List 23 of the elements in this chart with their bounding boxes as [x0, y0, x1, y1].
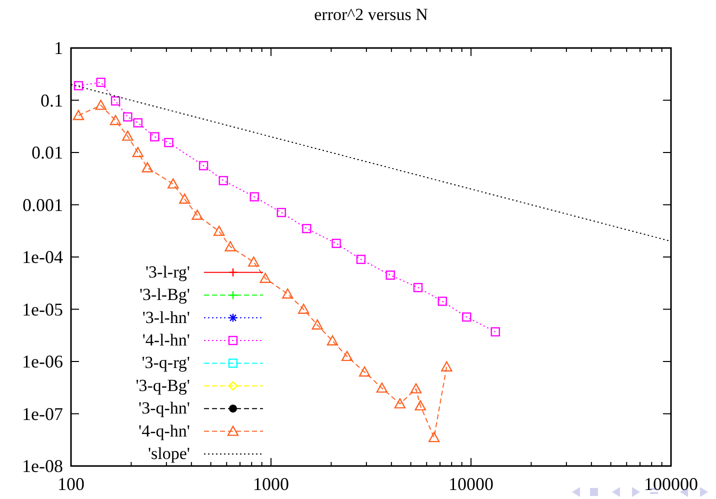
x-tick-label: 10000: [448, 474, 494, 494]
y-tick-label: 1: [54, 38, 63, 58]
legend-label: '4-l-hn': [142, 330, 190, 350]
y-tick-label: 0.1: [40, 90, 63, 110]
legend-label: '3-l-rg': [145, 262, 190, 282]
y-tick-label: 1e-05: [22, 299, 63, 320]
legend-label: '3-q-rg': [142, 353, 190, 372]
legend-label: 'slope': [148, 444, 190, 463]
y-tick-label: 1e-07: [22, 404, 63, 424]
y-tick-label: 0.01: [32, 142, 63, 162]
x-tick-label: 100: [58, 474, 84, 494]
chart-title: error^2 versus N: [314, 5, 428, 24]
x-tick-label: 1000: [253, 474, 289, 494]
y-tick-label: 1e-04: [22, 247, 63, 267]
y-tick-label: 1e-06: [22, 352, 63, 372]
legend-label: '3-l-Bg': [139, 285, 190, 304]
legend-label: '3-q-Bg': [136, 376, 190, 395]
y-tick-label: 1e-08: [22, 456, 63, 476]
y-tick-label: 0.001: [22, 194, 63, 215]
x-tick-label: 100000: [644, 474, 698, 494]
legend-label: '3-q-hn': [138, 398, 190, 418]
legend-label: '3-l-hn': [142, 308, 190, 327]
legend-label: '4-q-hn': [138, 421, 190, 440]
